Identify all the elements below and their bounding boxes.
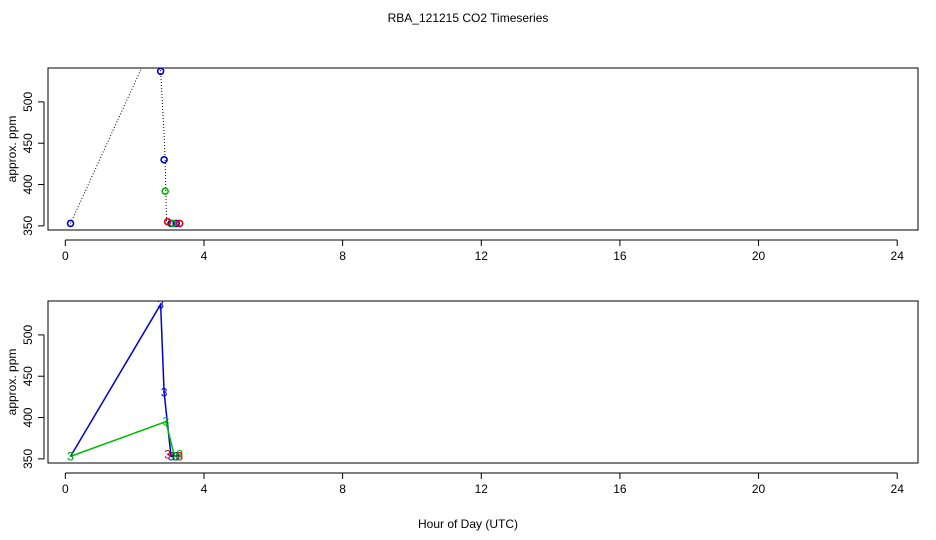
series-line [69, 301, 177, 458]
plot-frame [47, 67, 919, 231]
point-label: 3 [176, 449, 183, 463]
x-tick-label: 4 [201, 482, 208, 496]
x-tick-label: 20 [752, 249, 766, 263]
data-point [161, 187, 169, 195]
x-tick-label: 12 [475, 482, 489, 496]
x-tick-label: 16 [613, 249, 627, 263]
point-label: 3 [164, 448, 171, 462]
y-tick-label: 500 [21, 92, 35, 112]
point-label: 3 [173, 449, 180, 463]
data-point [172, 219, 181, 228]
y-tick-label: 400 [21, 174, 35, 194]
point-label: 3 [163, 415, 170, 429]
x-tick-label: 20 [752, 482, 766, 496]
x-tick-label: 8 [339, 482, 346, 496]
data-point [156, 68, 165, 76]
x-axis-label: Hour of Day (UTC) [418, 517, 518, 531]
y-tick-label: 500 [21, 325, 35, 345]
x-tick-label: 12 [475, 249, 489, 263]
data-point [160, 155, 168, 164]
chart-title: RBA_121215 CO2 Timeseries [388, 11, 549, 25]
y-tick-label: 450 [21, 366, 35, 386]
x-tick-label: 16 [613, 482, 627, 496]
point-label: 3 [161, 386, 168, 400]
series-line [167, 453, 180, 458]
x-tick-label: 4 [201, 249, 208, 263]
plot-frame [47, 300, 919, 464]
x-tick-label: 0 [62, 482, 69, 496]
point-label: 3 [67, 449, 74, 463]
y-tick-label: 350 [21, 216, 35, 236]
point-label: 3 [171, 449, 178, 463]
y-tick-label: 400 [21, 407, 35, 427]
point-label: 3 [157, 297, 164, 311]
y-axis-label: approx. ppm [5, 116, 19, 183]
connector-line [70, 68, 168, 224]
point-label: 3 [67, 449, 74, 463]
data-point [163, 217, 172, 226]
plot-area [66, 68, 184, 228]
y-axis-label: approx. ppm [5, 349, 19, 416]
x-tick-label: 8 [339, 249, 346, 263]
point-label: 3 [176, 448, 183, 462]
data-point [66, 219, 75, 228]
x-tick-label: 24 [891, 249, 905, 263]
x-tick-label: 24 [891, 482, 905, 496]
x-tick-label: 0 [62, 249, 69, 263]
y-tick-label: 450 [21, 133, 35, 153]
data-point [175, 219, 184, 228]
point-label: 3 [168, 449, 175, 463]
y-tick-label: 350 [21, 449, 35, 469]
